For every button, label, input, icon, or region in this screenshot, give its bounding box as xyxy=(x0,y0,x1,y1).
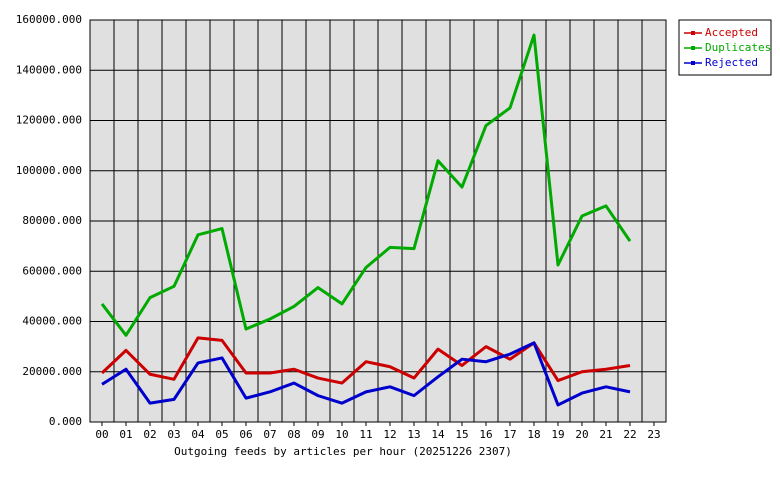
series-line xyxy=(100,33,632,337)
x-tick-label: 12 xyxy=(383,428,396,441)
y-tick-label: 80000.000 xyxy=(22,214,82,227)
plot-frame xyxy=(89,19,667,423)
x-tick-label: 11 xyxy=(359,428,372,441)
x-tick-label: 07 xyxy=(263,428,276,441)
y-tick-label: 160000.000 xyxy=(16,13,82,26)
x-tick-label: 13 xyxy=(407,428,420,441)
y-tick-label: 100000.000 xyxy=(16,164,82,177)
x-axis-label: Outgoing feeds by articles per hour (202… xyxy=(174,445,512,458)
x-tick-label: 21 xyxy=(599,428,612,441)
series-line xyxy=(101,341,631,407)
y-tick-label: 60000.000 xyxy=(22,264,82,277)
legend-label: Duplicates xyxy=(705,41,771,54)
x-tick-label: 03 xyxy=(167,428,180,441)
legend-swatch xyxy=(691,61,695,65)
x-tick-label: 06 xyxy=(239,428,252,441)
x-tick-label: 23 xyxy=(647,428,660,441)
x-tick-label: 01 xyxy=(119,428,132,441)
x-tick-label: 05 xyxy=(215,428,228,441)
x-tick-label: 08 xyxy=(287,428,300,441)
legend-label: Accepted xyxy=(705,26,758,39)
x-tick-label: 15 xyxy=(455,428,468,441)
x-tick-label: 17 xyxy=(503,428,516,441)
x-tick-label: 19 xyxy=(551,428,564,441)
x-tick-label: 16 xyxy=(479,428,492,441)
y-tick-label: 40000.000 xyxy=(22,315,82,328)
legend-swatch xyxy=(691,46,695,50)
x-tick-label: 14 xyxy=(431,428,445,441)
y-tick-label: 0.000 xyxy=(49,415,82,428)
x-tick-label: 04 xyxy=(191,428,205,441)
legend-label: Rejected xyxy=(705,56,758,69)
x-tick-label: 20 xyxy=(575,428,588,441)
series-line xyxy=(100,336,631,385)
x-tick-label: 09 xyxy=(311,428,324,441)
y-tick-label: 140000.000 xyxy=(16,63,82,76)
x-tick-label: 18 xyxy=(527,428,540,441)
y-tick-label: 120000.000 xyxy=(16,114,82,127)
x-tick-label: 22 xyxy=(623,428,636,441)
x-tick-label: 00 xyxy=(95,428,108,441)
legend-swatch xyxy=(691,31,695,35)
x-tick-label: 02 xyxy=(143,428,156,441)
x-tick-label: 10 xyxy=(335,428,348,441)
y-tick-label: 20000.000 xyxy=(22,365,82,378)
